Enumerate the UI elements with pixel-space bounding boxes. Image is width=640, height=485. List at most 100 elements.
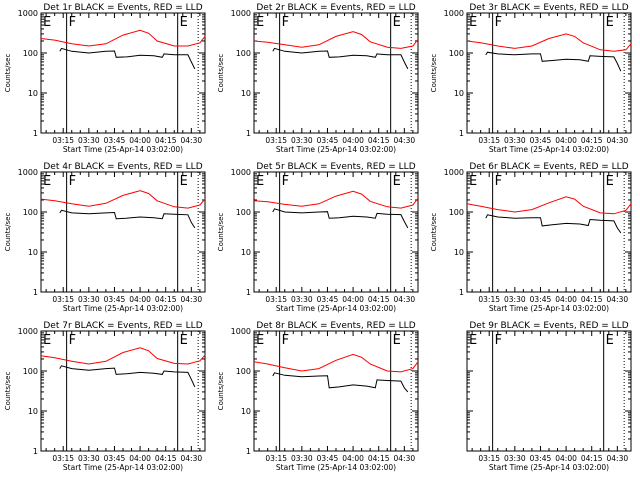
events-series-line: [59, 365, 196, 388]
x-tick-label: 04:30: [181, 295, 203, 304]
y-axis-label: Counts/sec: [430, 213, 438, 252]
event-marker-label: E: [606, 333, 614, 348]
lld-series-line: [253, 190, 419, 209]
x-axis-label: Start Time (25-Apr-14 03:02:00): [489, 463, 609, 472]
event-marker-label: F: [69, 174, 76, 189]
events-series-line: [272, 372, 409, 393]
event-marker-label: F: [69, 333, 76, 348]
x-tick-label: 04:15: [155, 454, 177, 463]
plot-frame: [253, 330, 419, 452]
lld-series-line: [253, 353, 419, 373]
panel-title: Det 1r BLACK = Events, RED = LLD: [43, 3, 202, 13]
event-marker-label: F: [282, 15, 289, 30]
event-marker-label: E: [180, 333, 188, 348]
y-axis-label: Counts/sec: [4, 372, 12, 411]
y-tick-label: 1: [246, 288, 251, 297]
y-tick-label: 100: [236, 208, 251, 217]
y-axis-label: Counts/sec: [4, 54, 12, 93]
x-tick-label: 04:00: [342, 295, 364, 304]
event-marker-label: E: [469, 333, 477, 348]
event-marker-label: E: [180, 174, 188, 189]
event-marker-label: F: [282, 333, 289, 348]
plot-frame: [253, 171, 419, 293]
x-tick-label: 03:15: [52, 454, 74, 463]
x-tick-label: 03:15: [265, 136, 287, 145]
plot-frame: [40, 330, 206, 452]
y-tick-label: 1000: [231, 327, 251, 336]
x-tick-label: 04:00: [129, 454, 151, 463]
x-tick-label: 03:30: [78, 454, 100, 463]
y-axis-label: Counts/sec: [430, 54, 438, 93]
x-axis-label: Start Time (25-Apr-14 03:02:00): [276, 463, 396, 472]
x-tick-label: 04:00: [555, 454, 577, 463]
y-tick-label: 1: [33, 447, 38, 456]
x-tick-label: 04:00: [342, 136, 364, 145]
lld-series-line: [466, 196, 632, 215]
event-marker-label: E: [256, 333, 264, 348]
x-tick-label: 03:45: [317, 454, 339, 463]
x-tick-label: 04:30: [181, 454, 203, 463]
events-series-line: [59, 47, 196, 70]
x-tick-label: 03:15: [478, 454, 500, 463]
y-tick-label: 10: [241, 248, 251, 257]
x-tick-label: 04:00: [555, 136, 577, 145]
detector-panel: Det 5r BLACK = Events, RED = LLD 1 10 100 10…: [217, 162, 419, 313]
y-tick-label: 10: [241, 407, 251, 416]
x-tick-label: 03:30: [291, 295, 313, 304]
y-tick-label: 100: [23, 208, 38, 217]
x-tick-label: 04:00: [342, 454, 364, 463]
panel-title: Det 6r BLACK = Events, RED = LLD: [469, 162, 628, 172]
x-tick-label: 04:15: [368, 295, 390, 304]
x-tick-label: 03:15: [478, 136, 500, 145]
events-series-line: [485, 214, 622, 234]
event-marker-label: E: [43, 15, 51, 30]
event-marker-label: E: [256, 174, 264, 189]
detector-panel: Det 4r BLACK = Events, RED = LLD 1 10 100 10…: [4, 162, 206, 313]
x-tick-label: 04:30: [394, 295, 416, 304]
y-tick-label: 1: [33, 288, 38, 297]
x-tick-label: 03:15: [265, 295, 287, 304]
x-tick-label: 03:30: [78, 136, 100, 145]
x-tick-label: 04:30: [394, 136, 416, 145]
x-tick-label: 03:45: [530, 454, 552, 463]
panel-title: Det 8r BLACK = Events, RED = LLD: [256, 321, 415, 331]
x-tick-label: 03:45: [317, 295, 339, 304]
x-tick-label: 03:30: [504, 295, 526, 304]
y-tick-label: 1000: [231, 168, 251, 177]
x-tick-label: 03:15: [52, 295, 74, 304]
event-marker-label: E: [469, 15, 477, 30]
y-tick-label: 10: [28, 407, 38, 416]
detector-panel: Det 2r BLACK = Events, RED = LLD 1 10 100 10…: [217, 3, 419, 154]
y-tick-label: 100: [23, 49, 38, 58]
x-tick-label: 04:30: [181, 136, 203, 145]
x-axis-label: Start Time (25-Apr-14 03:02:00): [63, 145, 183, 154]
x-tick-label: 04:15: [581, 136, 603, 145]
event-marker-label: E: [393, 333, 401, 348]
events-series-line: [59, 209, 196, 229]
y-tick-label: 10: [28, 89, 38, 98]
y-axis-label: Counts/sec: [217, 372, 225, 411]
x-tick-label: 03:45: [104, 295, 126, 304]
y-tick-label: 1: [33, 129, 38, 138]
y-tick-label: 1000: [231, 9, 251, 18]
panel-title: Det 3r BLACK = Events, RED = LLD: [469, 3, 628, 13]
x-tick-label: 04:15: [581, 295, 603, 304]
x-tick-label: 04:30: [607, 454, 629, 463]
y-tick-label: 10: [454, 248, 464, 257]
x-tick-label: 03:30: [291, 136, 313, 145]
x-tick-label: 03:45: [317, 136, 339, 145]
x-axis-label: Start Time (25-Apr-14 03:02:00): [489, 145, 609, 154]
y-axis-label: Counts/sec: [4, 213, 12, 252]
y-tick-label: 10: [454, 89, 464, 98]
panel-title: Det 9r BLACK = Events, RED = LLD: [469, 321, 628, 331]
panel-title: Det 4r BLACK = Events, RED = LLD: [43, 162, 202, 172]
detector-panel: Det 1r BLACK = Events, RED = LLD 1 10 100 10…: [4, 3, 206, 154]
plot-frame: [40, 171, 206, 293]
x-axis-label: Start Time (25-Apr-14 03:02:00): [276, 145, 396, 154]
x-tick-label: 04:00: [129, 295, 151, 304]
y-tick-label: 100: [449, 208, 464, 217]
panel-title: Det 5r BLACK = Events, RED = LLD: [256, 162, 415, 172]
detector-panel: Det 8r BLACK = Events, RED = LLD 1 10 100 10…: [217, 321, 419, 472]
x-tick-label: 03:15: [52, 136, 74, 145]
detector-panel: Det 9r BLACK = Events, RED = LLD 03:15 03:…: [466, 321, 632, 472]
